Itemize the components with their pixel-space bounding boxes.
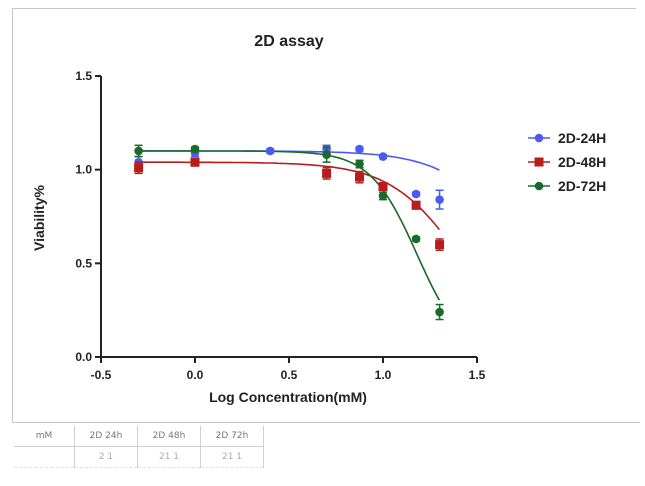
y-axis-label: Viability%	[31, 185, 47, 251]
data-markers	[134, 144, 445, 321]
data-point	[355, 172, 364, 182]
fit-curves	[138, 150, 441, 301]
data-point	[378, 191, 388, 201]
frame-top-border	[12, 8, 636, 9]
chart-title: 2D assay	[254, 33, 323, 50]
fit-curve	[138, 150, 441, 301]
legend-label: 2D-72H	[558, 178, 606, 194]
legend-label: 2D-48H	[558, 154, 606, 170]
y-tick-label: 1.0	[75, 163, 92, 177]
frame-bottom-border	[12, 422, 640, 423]
table-header-cell: mM	[14, 426, 75, 447]
table-cell: 21 1	[200, 446, 264, 468]
legend: 2D-24H 2D-48H 2D-72H	[528, 130, 606, 194]
data-point	[411, 234, 421, 244]
data-point	[322, 150, 331, 159]
data-point	[435, 240, 445, 250]
y-tick-label: 0.5	[75, 256, 92, 270]
table-cell	[14, 446, 75, 468]
legend-label: 2D-24H	[558, 130, 606, 146]
data-point	[411, 189, 421, 199]
data-point	[355, 159, 364, 169]
data-point	[322, 168, 332, 178]
data-point	[378, 182, 388, 192]
data-table: mM 2D 24h 2D 48h 2D 72h 2 1 21 1 21 1	[14, 426, 264, 468]
data-point	[411, 200, 421, 210]
data-point	[190, 144, 200, 154]
table-header-cell: 2D 48h	[137, 426, 201, 447]
data-point	[134, 163, 144, 173]
data-point	[435, 307, 444, 317]
data-point	[265, 146, 275, 156]
data-point	[190, 157, 200, 167]
table-header-row: mM 2D 24h 2D 48h 2D 72h	[14, 426, 264, 447]
axes: 0.0 0.5 1.0 1.5 -0.5 0.0 0.5 1.0 1.5	[75, 69, 485, 382]
table-header-cell: 2D 72h	[200, 426, 264, 447]
frame-left-border	[12, 8, 13, 423]
legend-marker	[534, 157, 544, 167]
data-point	[378, 152, 388, 161]
y-tick-label: 0.0	[75, 350, 92, 364]
x-axis-label: Log Concentration(mM)	[209, 389, 367, 405]
y-tick-label: 1.5	[75, 69, 92, 83]
chart: 2D assay 0.0 0.5 1.0 1.5 -0.5 0.0 0.5 1.0 1.5 2D…	[31, 33, 606, 405]
fit-curve	[138, 161, 441, 231]
table-row: 2 1 21 1 21 1	[14, 446, 264, 468]
x-tick-label: 0.0	[187, 368, 204, 382]
table-cell: 21 1	[137, 446, 201, 468]
table-header-cell: 2D 24h	[74, 426, 138, 447]
fit-curve	[138, 150, 440, 171]
x-tick-label: 1.0	[375, 368, 392, 382]
legend-marker	[534, 133, 544, 143]
table-cell: 2 1	[74, 446, 138, 468]
x-tick-label: 1.5	[469, 368, 486, 382]
legend-marker	[534, 181, 544, 191]
x-tick-label: -0.5	[91, 368, 112, 382]
data-point	[435, 195, 444, 204]
data-point	[134, 146, 143, 156]
x-tick-label: 0.5	[281, 368, 298, 382]
data-point	[355, 144, 364, 154]
